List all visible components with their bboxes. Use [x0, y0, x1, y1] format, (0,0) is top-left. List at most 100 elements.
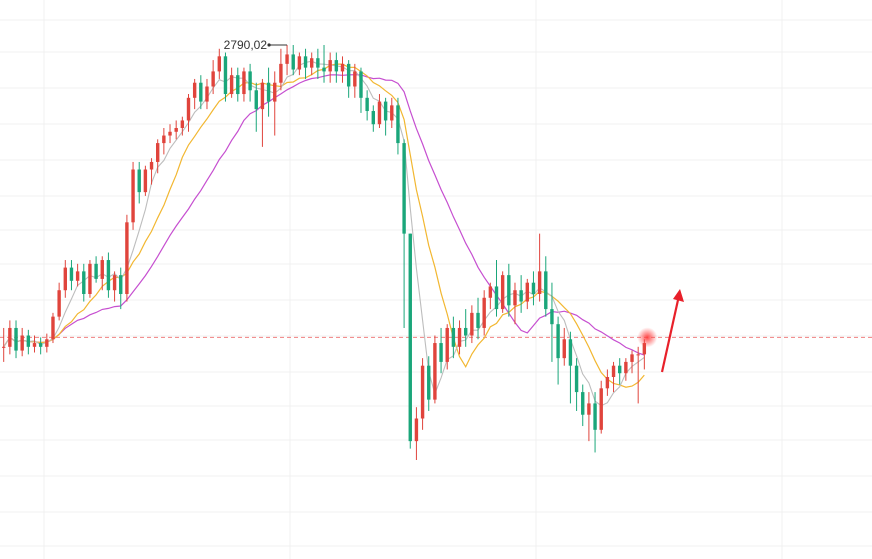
candle — [57, 282, 61, 321]
candle-body — [131, 169, 135, 223]
candle-body — [75, 271, 80, 281]
candle-body — [180, 120, 185, 128]
candle — [125, 214, 129, 302]
high-price-label: 2790,02 — [224, 38, 268, 52]
candle — [8, 320, 12, 355]
candle-body — [143, 169, 148, 193]
candle-body — [581, 392, 585, 415]
candle-body — [402, 143, 406, 234]
candle-body — [137, 169, 141, 193]
candle-body — [390, 105, 394, 121]
candle-body — [427, 365, 431, 400]
candle-body — [507, 275, 511, 306]
candle — [587, 392, 591, 442]
candle — [624, 358, 628, 381]
candle-body — [642, 343, 647, 355]
arrow-head — [673, 289, 684, 302]
candle-body — [26, 335, 31, 347]
candle — [63, 260, 67, 298]
candle — [94, 256, 98, 283]
candle-body — [470, 312, 474, 336]
candle — [45, 333, 49, 353]
candle-body — [408, 233, 412, 442]
candle — [106, 252, 111, 298]
candle — [2, 327, 6, 362]
candle-body — [593, 403, 597, 430]
candle-body — [346, 63, 351, 87]
candle-body — [100, 260, 104, 279]
candle-body — [260, 82, 265, 110]
candle — [297, 52, 302, 76]
candle — [242, 67, 246, 102]
candle — [69, 260, 74, 291]
up-arrow-icon — [660, 289, 684, 373]
candle — [119, 267, 123, 310]
candle-body — [611, 365, 616, 377]
candle-body — [310, 58, 314, 68]
candle — [568, 331, 573, 404]
high-price-dot — [267, 43, 271, 47]
candle — [82, 263, 86, 302]
candle — [100, 256, 104, 291]
candle — [457, 320, 462, 355]
candle-body — [433, 343, 437, 400]
candle-body — [273, 82, 277, 102]
candle-body — [500, 275, 505, 310]
candle — [605, 369, 610, 396]
candle-body — [587, 403, 591, 415]
candle — [229, 67, 234, 98]
candle — [260, 78, 265, 147]
candle — [383, 97, 388, 136]
candle — [414, 407, 419, 460]
candle — [420, 358, 425, 430]
candle-body — [488, 286, 493, 298]
candle-body — [544, 271, 548, 310]
candle-body — [420, 365, 425, 419]
ma-short-line — [3, 60, 645, 407]
candle-body — [82, 271, 86, 294]
candle — [285, 45, 289, 76]
candle — [464, 309, 468, 347]
candle-body — [266, 82, 271, 102]
candle — [500, 271, 505, 313]
candle — [611, 361, 616, 393]
candle-body — [439, 343, 443, 362]
candle-body — [149, 161, 154, 170]
candle-body — [303, 56, 308, 68]
candle-body — [242, 71, 246, 95]
candle-body — [112, 275, 117, 291]
ma-long-line — [3, 74, 645, 356]
candle — [359, 67, 363, 113]
candle-body — [57, 290, 61, 317]
candle-body — [51, 316, 55, 340]
candle — [192, 78, 197, 110]
candle-body — [396, 105, 400, 144]
candle-body — [531, 282, 536, 294]
candle-body — [69, 267, 74, 281]
candle — [310, 52, 314, 76]
candle — [248, 63, 252, 102]
candle — [131, 161, 135, 230]
candle-body — [211, 71, 215, 87]
candle-body — [359, 71, 363, 98]
candle — [273, 71, 277, 136]
current-price-glow — [637, 327, 658, 348]
candle-body — [20, 335, 24, 351]
candle-body — [199, 82, 203, 102]
candle-body — [125, 222, 129, 294]
candle — [20, 327, 24, 357]
candle — [618, 358, 622, 385]
candle — [236, 67, 240, 102]
candle — [353, 63, 357, 98]
candle-body — [556, 324, 560, 359]
candle — [427, 356, 431, 411]
candle-body — [383, 101, 388, 121]
candle — [507, 263, 511, 317]
candle-body — [340, 63, 345, 72]
candle-body — [599, 388, 603, 430]
candle-body — [205, 86, 209, 102]
candle — [630, 350, 634, 374]
candle-body — [568, 339, 573, 366]
candle-body — [8, 327, 12, 347]
